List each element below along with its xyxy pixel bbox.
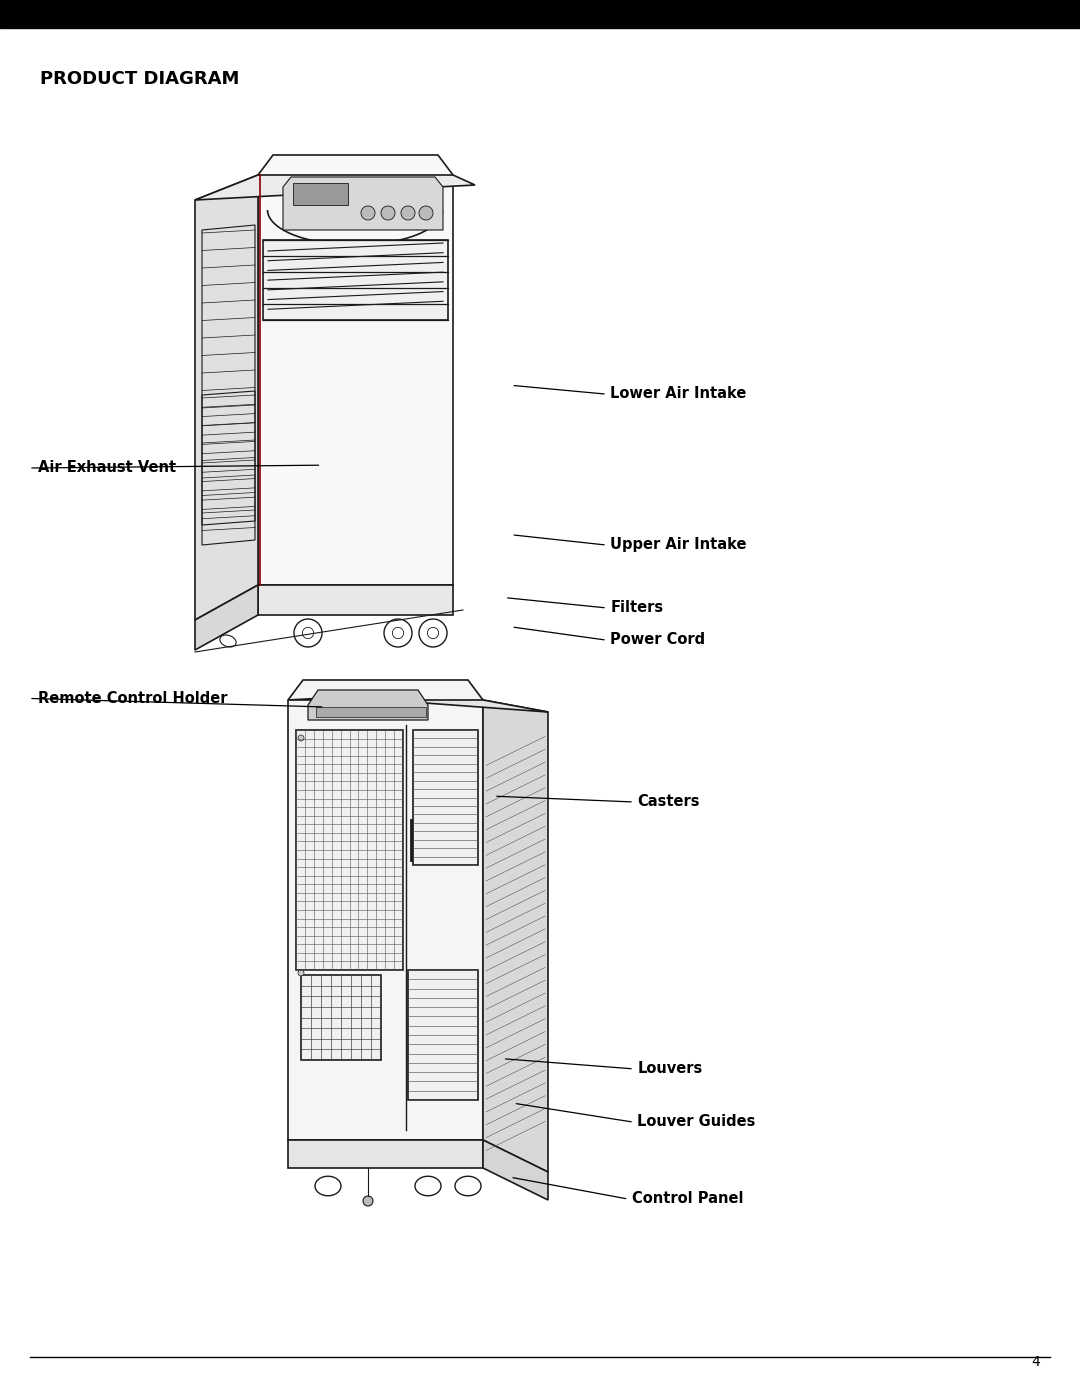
Circle shape	[419, 205, 433, 219]
Polygon shape	[195, 175, 475, 200]
Text: 4: 4	[1031, 1355, 1040, 1369]
Circle shape	[298, 735, 303, 740]
Polygon shape	[288, 697, 548, 712]
Polygon shape	[483, 1140, 548, 1200]
Polygon shape	[195, 585, 258, 650]
Text: Lower Air Intake: Lower Air Intake	[610, 387, 746, 401]
Circle shape	[298, 970, 303, 977]
Text: Louver Guides: Louver Guides	[637, 1115, 756, 1129]
Polygon shape	[288, 1140, 483, 1168]
Circle shape	[381, 205, 395, 219]
Polygon shape	[308, 690, 428, 719]
Circle shape	[401, 205, 415, 219]
Bar	[0, 0, 1080, 28]
Polygon shape	[483, 700, 548, 1172]
Text: Upper Air Intake: Upper Air Intake	[610, 538, 746, 552]
Bar	[301, 975, 381, 1060]
Polygon shape	[258, 155, 453, 585]
Text: Control Panel: Control Panel	[632, 1192, 743, 1206]
Polygon shape	[195, 175, 258, 620]
Bar	[264, 240, 448, 320]
Circle shape	[363, 1196, 373, 1206]
Text: Power Cord: Power Cord	[610, 633, 705, 647]
Text: Filters: Filters	[610, 601, 663, 615]
Polygon shape	[283, 177, 443, 231]
Text: Remote Control Holder: Remote Control Holder	[38, 692, 227, 705]
Bar	[316, 707, 426, 717]
Bar	[408, 970, 478, 1099]
Text: PRODUCT DIAGRAM: PRODUCT DIAGRAM	[40, 70, 240, 88]
Text: Louvers: Louvers	[637, 1062, 702, 1076]
Bar	[293, 183, 348, 205]
Polygon shape	[288, 680, 483, 1140]
Circle shape	[361, 205, 375, 219]
Text: Air Exhaust Vent: Air Exhaust Vent	[38, 461, 176, 475]
Bar	[296, 731, 403, 970]
Text: Casters: Casters	[637, 795, 700, 809]
Bar	[413, 731, 478, 865]
Polygon shape	[258, 585, 453, 615]
